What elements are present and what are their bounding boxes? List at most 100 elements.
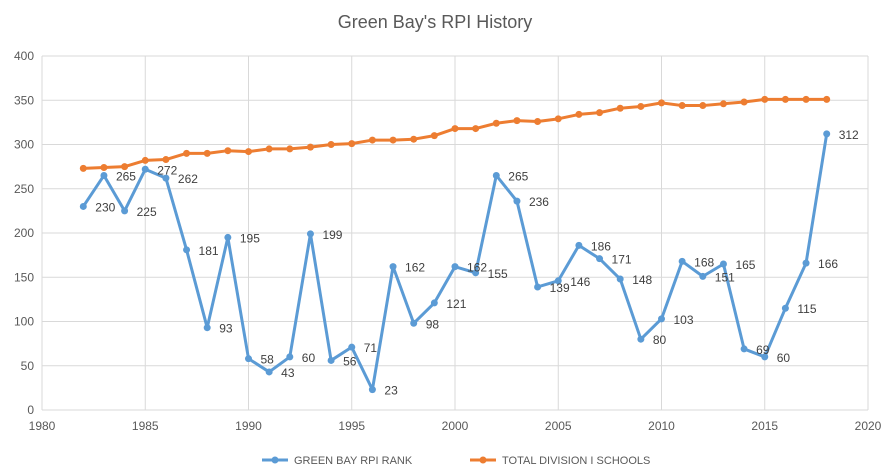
data-point-green-bay-rpi-rank	[245, 355, 252, 363]
legend-label-total-division-i-schools: TOTAL DIVISION I SCHOOLS	[502, 455, 650, 467]
data-point-total-division-i-schools	[699, 102, 707, 110]
data-point-green-bay-rpi-rank	[410, 319, 418, 327]
data-label: 236	[529, 195, 549, 209]
data-point-total-division-i-schools	[265, 145, 273, 153]
data-point-green-bay-rpi-rank	[802, 259, 810, 267]
data-label: 121	[446, 297, 466, 311]
data-point-green-bay-rpi-rank	[781, 304, 789, 312]
data-point-total-division-i-schools	[637, 102, 645, 110]
data-point-total-division-i-schools	[327, 141, 335, 148]
data-label: 272	[157, 163, 177, 177]
x-tick-label: 1985	[132, 419, 159, 433]
data-point-total-division-i-schools	[451, 125, 459, 133]
data-label: 93	[219, 322, 233, 336]
data-label: 139	[550, 281, 570, 295]
data-label: 80	[653, 333, 667, 347]
data-point-total-division-i-schools	[658, 99, 665, 107]
data-label: 265	[116, 169, 136, 183]
data-label: 262	[178, 172, 198, 186]
data-point-green-bay-rpi-rank	[719, 260, 727, 268]
y-tick-label: 400	[14, 49, 34, 63]
data-point-total-division-i-schools	[183, 149, 191, 157]
x-tick-label: 2005	[545, 419, 572, 433]
data-point-total-division-i-schools	[678, 102, 686, 110]
data-point-green-bay-rpi-rank	[389, 263, 397, 271]
data-label: 151	[715, 270, 735, 284]
y-tick-label: 300	[14, 138, 34, 152]
data-point-total-division-i-schools	[121, 163, 129, 171]
data-label: 162	[405, 261, 425, 275]
data-point-total-division-i-schools	[410, 135, 418, 143]
data-label: 98	[426, 317, 440, 331]
data-point-total-division-i-schools	[224, 147, 232, 155]
data-point-total-division-i-schools	[203, 149, 211, 157]
data-label: 186	[591, 239, 611, 253]
data-label: 166	[818, 257, 838, 271]
data-point-green-bay-rpi-rank	[678, 257, 686, 265]
data-point-total-division-i-schools	[141, 156, 149, 164]
data-point-total-division-i-schools	[162, 156, 170, 164]
data-point-total-division-i-schools	[430, 132, 438, 140]
data-point-total-division-i-schools	[348, 140, 356, 148]
data-point-green-bay-rpi-rank	[141, 165, 149, 173]
legend-marker-total-division-i-schools	[479, 456, 487, 464]
x-tick-label: 2010	[648, 419, 675, 433]
data-label: 168	[694, 255, 714, 269]
data-point-green-bay-rpi-rank	[513, 197, 521, 205]
data-point-total-division-i-schools	[100, 164, 108, 172]
data-point-total-division-i-schools	[575, 110, 583, 118]
data-label: 58	[261, 353, 275, 367]
data-point-green-bay-rpi-rank	[348, 343, 356, 351]
x-tick-label: 1990	[235, 419, 262, 433]
data-label: 265	[508, 169, 528, 183]
data-label: 43	[281, 366, 295, 380]
data-point-green-bay-rpi-rank	[575, 241, 583, 249]
data-label: 225	[137, 205, 157, 219]
data-label: 155	[488, 267, 508, 281]
data-point-total-division-i-schools	[245, 148, 252, 156]
data-point-green-bay-rpi-rank	[265, 368, 273, 376]
data-point-green-bay-rpi-rank	[740, 345, 748, 353]
data-point-total-division-i-schools	[616, 104, 624, 112]
data-point-total-division-i-schools	[513, 117, 521, 125]
x-tick-label: 2020	[855, 419, 882, 433]
data-point-total-division-i-schools	[554, 115, 562, 123]
legend-marker-green-bay-rpi-rank	[271, 456, 279, 464]
data-point-green-bay-rpi-rank	[368, 386, 376, 394]
data-label: 195	[240, 231, 260, 245]
data-label: 312	[839, 128, 859, 142]
y-tick-label: 200	[14, 226, 34, 240]
data-point-total-division-i-schools	[781, 95, 789, 103]
data-point-green-bay-rpi-rank	[183, 246, 191, 254]
data-point-green-bay-rpi-rank	[823, 130, 831, 138]
data-label: 171	[612, 253, 632, 267]
data-point-green-bay-rpi-rank	[100, 171, 108, 179]
x-tick-label: 2015	[751, 419, 778, 433]
y-tick-label: 250	[14, 182, 34, 196]
data-point-total-division-i-schools	[389, 136, 397, 144]
data-point-green-bay-rpi-rank	[534, 283, 542, 291]
data-point-green-bay-rpi-rank	[658, 315, 665, 323]
data-point-green-bay-rpi-rank	[286, 353, 294, 361]
data-point-total-division-i-schools	[79, 164, 87, 172]
data-point-total-division-i-schools	[534, 117, 542, 125]
legend-label-green-bay-rpi-rank: GREEN BAY RPI RANK	[294, 455, 413, 467]
data-point-green-bay-rpi-rank	[637, 335, 645, 343]
data-label: 146	[570, 275, 590, 289]
data-label: 199	[322, 228, 342, 242]
y-tick-label: 350	[14, 93, 34, 107]
data-label: 69	[756, 343, 770, 357]
data-point-green-bay-rpi-rank	[327, 356, 335, 364]
data-point-total-division-i-schools	[719, 100, 727, 108]
data-label: 23	[384, 384, 398, 398]
data-point-green-bay-rpi-rank	[306, 230, 314, 238]
data-point-total-division-i-schools	[823, 95, 831, 103]
data-label: 162	[467, 261, 487, 275]
data-point-total-division-i-schools	[802, 95, 810, 103]
data-point-total-division-i-schools	[306, 143, 314, 151]
data-label: 103	[674, 313, 694, 327]
data-point-green-bay-rpi-rank	[492, 171, 500, 179]
data-point-green-bay-rpi-rank	[616, 275, 624, 283]
data-label: 71	[364, 341, 378, 355]
